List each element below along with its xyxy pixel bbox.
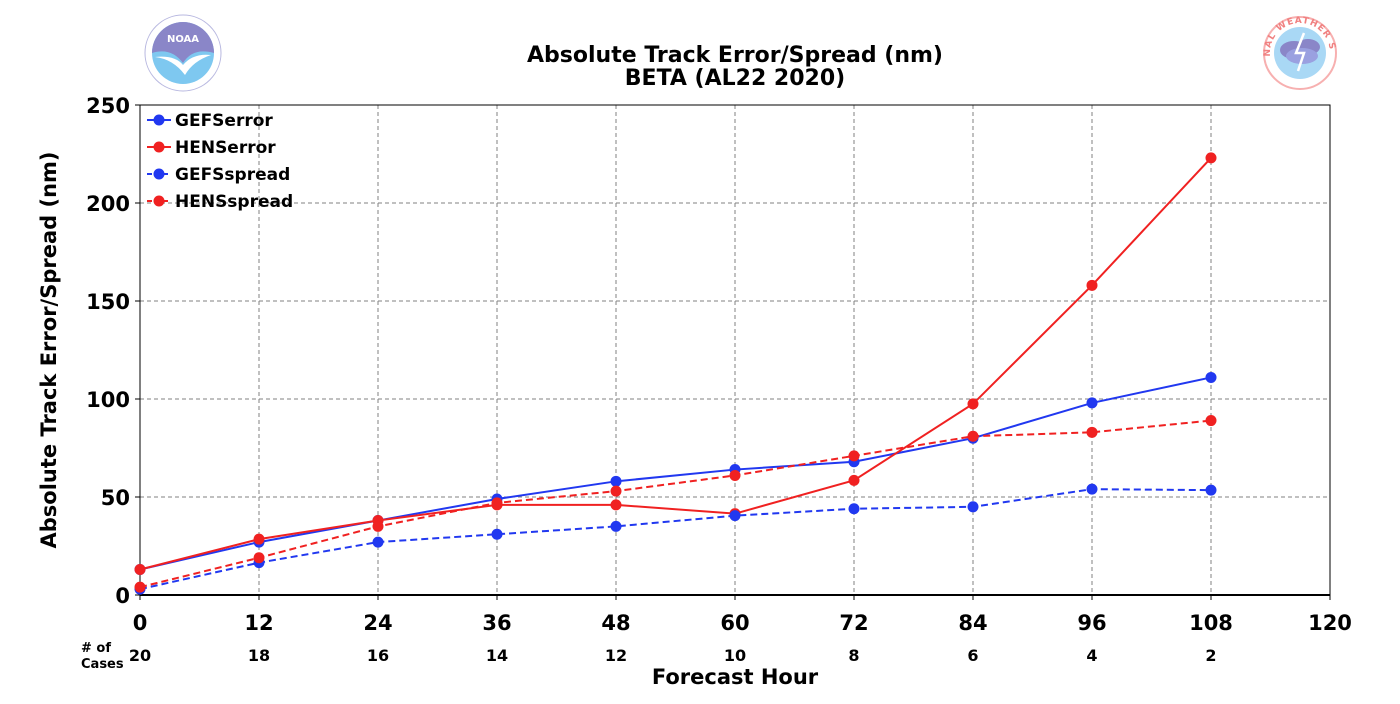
chart-subtitle: BETA (AL22 2020) (625, 66, 845, 91)
cases-count: 4 (1086, 646, 1097, 665)
cases-count: 8 (848, 646, 859, 665)
cases-label-line2: Cases (81, 657, 124, 672)
cases-count: 14 (486, 646, 508, 665)
data-point (253, 533, 265, 545)
legend-label: GEFSspread (175, 165, 290, 185)
series-layer (134, 152, 1217, 595)
data-point (610, 475, 622, 487)
y-tick-label: 50 (101, 486, 130, 510)
legend-item-GEFSerror: GEFSerror (147, 111, 273, 131)
legend-item-GEFSspread: GEFSspread (147, 165, 290, 185)
x-tick-label: 12 (244, 611, 273, 635)
x-axis-ticks: 0 12 24 36 48 60 72 84 96 108 120 (133, 595, 1352, 635)
noaa-logo-text: NOAA (167, 34, 199, 45)
data-point (1205, 484, 1217, 496)
data-point (1205, 415, 1217, 427)
data-point (967, 398, 979, 410)
cases-count: 10 (724, 646, 746, 665)
data-point (729, 510, 741, 522)
x-tick-label: 48 (601, 611, 630, 635)
y-tick-label: 200 (86, 192, 130, 216)
data-point (134, 581, 146, 593)
series-HENSerror (134, 152, 1217, 576)
cases-count: 18 (248, 646, 270, 665)
cases-label-line1: # of (81, 641, 111, 656)
data-point (491, 497, 503, 509)
y-tick-label: 150 (86, 290, 130, 314)
chart-title: Absolute Track Error/Spread (nm) (527, 43, 943, 68)
data-point (1086, 397, 1098, 409)
data-point (967, 430, 979, 442)
series-GEFSerror (134, 371, 1217, 576)
data-point (1086, 279, 1098, 291)
data-point (1086, 483, 1098, 495)
series-GEFSspread (134, 483, 1217, 595)
y-axis-label: Absolute Track Error/Spread (nm) (37, 151, 61, 548)
nws-logo: NATIONAL WEATHER SERVICE (1263, 16, 1337, 90)
x-tick-label: 120 (1308, 611, 1352, 635)
cases-count: 12 (605, 646, 627, 665)
legend-marker (153, 195, 165, 207)
x-axis-label: Forecast Hour (652, 665, 819, 689)
legend: GEFSerror HENSerror GEFSspread HENSspread (147, 111, 293, 212)
data-point (134, 564, 146, 576)
data-point (848, 474, 860, 486)
cases-count: 20 (129, 646, 151, 665)
x-tick-label: 84 (958, 611, 987, 635)
legend-marker (153, 168, 165, 180)
series-line (139, 376, 1212, 571)
data-point (610, 520, 622, 532)
data-point (610, 485, 622, 497)
x-tick-label: 72 (839, 611, 868, 635)
x-tick-label: 36 (482, 611, 511, 635)
series-line (139, 419, 1212, 589)
data-point (253, 552, 265, 564)
legend-label: HENSerror (175, 138, 276, 158)
legend-marker (153, 114, 165, 126)
data-point (729, 469, 741, 481)
data-point (610, 499, 622, 511)
legend-label: GEFSerror (175, 111, 273, 131)
series-HENSspread (134, 415, 1217, 593)
legend-item-HENSspread: HENSspread (147, 192, 293, 212)
x-tick-label: 0 (133, 611, 148, 635)
y-tick-label: 250 (86, 94, 130, 118)
series-line (139, 488, 1212, 591)
data-point (372, 536, 384, 548)
x-tick-label: 108 (1189, 611, 1233, 635)
y-tick-label: 0 (115, 584, 130, 608)
data-point (967, 501, 979, 513)
data-point (372, 520, 384, 532)
legend-marker (153, 141, 165, 153)
cases-count: 2 (1205, 646, 1216, 665)
grid (140, 105, 1330, 595)
y-axis-ticks: 0 50 100 150 200 250 (86, 94, 140, 608)
legend-item-HENSerror: HENSerror (147, 138, 276, 158)
x-tick-label: 24 (363, 611, 392, 635)
data-point (848, 450, 860, 462)
data-point (848, 503, 860, 515)
noaa-logo: NOAA (144, 14, 222, 92)
series-line (139, 157, 1212, 571)
data-point (1205, 371, 1217, 383)
legend-label: HENSspread (175, 192, 293, 212)
x-tick-label: 60 (720, 611, 749, 635)
y-tick-label: 100 (86, 388, 130, 412)
data-point (1205, 152, 1217, 164)
cases-count: 6 (967, 646, 978, 665)
cases-count: 16 (367, 646, 389, 665)
x-tick-label: 96 (1077, 611, 1106, 635)
data-point (1086, 426, 1098, 438)
data-point (491, 528, 503, 540)
cases-row: 20 18 16 14 12 10 8 6 4 2 (129, 646, 1217, 665)
